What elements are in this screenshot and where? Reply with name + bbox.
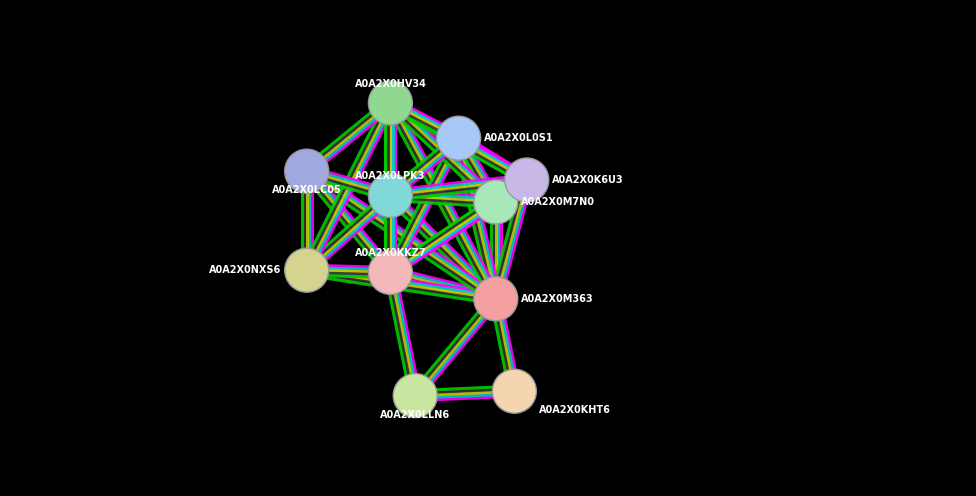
Circle shape	[285, 248, 329, 292]
Circle shape	[493, 369, 537, 413]
Circle shape	[473, 277, 518, 321]
Text: A0A2X0LC05: A0A2X0LC05	[272, 185, 342, 195]
Text: A0A2X0LLN6: A0A2X0LLN6	[380, 410, 450, 420]
Circle shape	[505, 158, 549, 202]
Text: A0A2X0KKZ7: A0A2X0KKZ7	[354, 248, 427, 258]
Text: A0A2X0LPK3: A0A2X0LPK3	[355, 172, 426, 182]
Text: A0A2X0NXS6: A0A2X0NXS6	[210, 265, 282, 275]
Text: A0A2X0HV34: A0A2X0HV34	[354, 79, 427, 89]
Circle shape	[393, 373, 437, 418]
Circle shape	[368, 174, 413, 217]
Text: A0A2X0K6U3: A0A2X0K6U3	[551, 175, 624, 185]
Text: A0A2X0M363: A0A2X0M363	[521, 294, 593, 304]
Text: A0A2X0L0S1: A0A2X0L0S1	[483, 133, 553, 143]
Text: A0A2X0M7N0: A0A2X0M7N0	[521, 197, 594, 207]
Circle shape	[473, 180, 518, 224]
Text: A0A2X0KHT6: A0A2X0KHT6	[540, 405, 611, 415]
Circle shape	[436, 116, 480, 160]
Circle shape	[368, 250, 413, 295]
Circle shape	[368, 81, 413, 125]
Circle shape	[285, 149, 329, 193]
